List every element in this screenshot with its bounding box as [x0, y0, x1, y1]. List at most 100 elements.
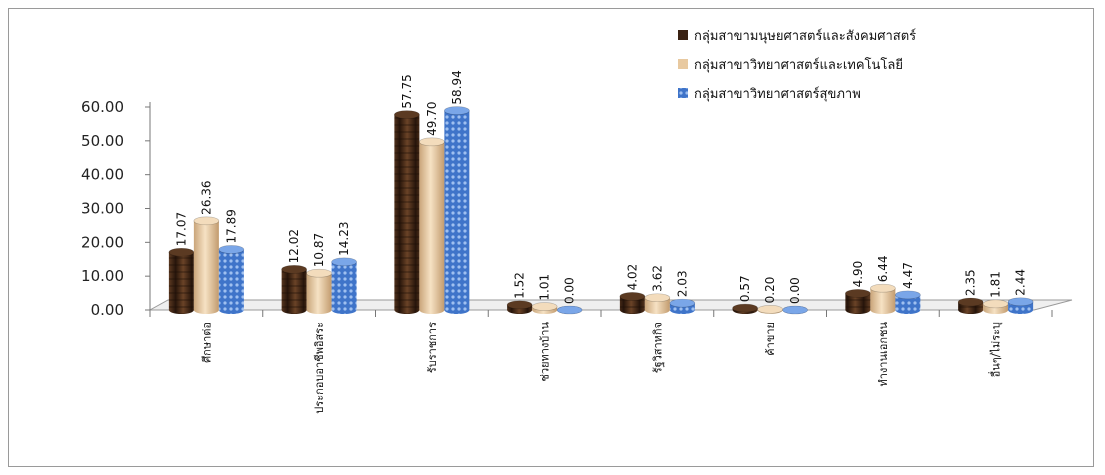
- bar-top: [331, 257, 357, 267]
- data-label: 4.02: [625, 264, 639, 291]
- data-label: 10.87: [312, 233, 326, 267]
- bar-base: [394, 306, 420, 314]
- bar-top: [895, 290, 921, 300]
- bar-top: [619, 292, 646, 301]
- data-label: 57.75: [400, 74, 414, 108]
- data-label: 12.02: [287, 229, 301, 263]
- bar-top: [669, 298, 696, 308]
- bar: [870, 288, 896, 310]
- x-tick-label: รัฐวิสาหกิจ: [651, 322, 664, 373]
- bar-base: [845, 306, 871, 314]
- data-label: 1.81: [989, 271, 1003, 298]
- data-label: 58.94: [450, 70, 464, 104]
- bar-base: [218, 306, 244, 314]
- bar-base: [444, 306, 470, 314]
- legend-label: กลุ่มสาขามนุษยศาสตร์และสังคมศาสตร์: [694, 28, 916, 44]
- bar-base: [895, 306, 921, 314]
- bar-top: [757, 305, 783, 314]
- bar-top: [1007, 297, 1034, 307]
- x-tick-label: ประกอบอาชีพอิสระ: [313, 322, 326, 414]
- bar: [419, 141, 445, 310]
- data-label: 4.90: [851, 261, 865, 288]
- bar-base: [193, 306, 219, 314]
- bar-top: [531, 302, 558, 311]
- data-label: 0.00: [563, 277, 577, 304]
- bar-base: [983, 306, 1009, 314]
- bar-base: [870, 306, 896, 314]
- bar-top: [168, 247, 195, 257]
- bar: [306, 273, 332, 310]
- legend-swatch: [678, 88, 688, 98]
- bar-top: [732, 303, 758, 313]
- data-label: 3.62: [650, 265, 664, 292]
- bar-top: [957, 297, 984, 307]
- y-tick-label: 30.00: [81, 200, 124, 218]
- bar-base: [281, 306, 307, 314]
- bar-base: [669, 306, 695, 314]
- bar-base: [619, 306, 645, 314]
- data-label: 2.03: [675, 270, 689, 297]
- bar: [394, 114, 420, 310]
- x-tick-label: ค้าขาย: [764, 322, 777, 356]
- x-tick-label: ศึกษาต่อ: [200, 322, 213, 363]
- data-label: 2.35: [964, 269, 978, 296]
- legend-swatch: [678, 30, 688, 40]
- bar: [331, 261, 357, 310]
- chart-frame: [8, 8, 1094, 467]
- x-tick-label: รับราชการ: [426, 322, 439, 373]
- bar: [444, 110, 470, 310]
- bar-base: [644, 306, 670, 314]
- y-tick-label: 20.00: [81, 233, 124, 251]
- bar-top: [845, 289, 871, 298]
- data-label: 49.70: [425, 101, 439, 135]
- x-tick-label: ช่วยทางบ้าน: [539, 322, 552, 382]
- bar: [895, 294, 921, 310]
- bar-top: [394, 110, 420, 119]
- data-label: 0.00: [788, 277, 802, 304]
- bar-top: [982, 299, 1009, 309]
- legend-label: กลุ่มสาขาวิทยาศาสตร์และเทคโนโลยี: [694, 57, 903, 73]
- bar-top: [506, 300, 533, 310]
- data-label: 2.44: [1014, 269, 1028, 296]
- bar-top: [870, 283, 896, 293]
- data-label: 4.47: [901, 262, 915, 289]
- bar-base: [306, 306, 332, 314]
- bar-top: [193, 216, 220, 226]
- x-tick-label: อื่นๆ/ไม่ระบุ: [988, 322, 1003, 377]
- data-label: 14.23: [337, 221, 351, 255]
- data-label: 1.01: [538, 274, 552, 301]
- bar-top: [444, 106, 470, 115]
- bar-top: [218, 245, 245, 254]
- bar-base: [168, 306, 194, 314]
- y-tick-label: 50.00: [81, 132, 124, 150]
- data-label: 1.52: [513, 272, 527, 299]
- y-tick-label: 40.00: [81, 166, 124, 184]
- bar: [281, 269, 307, 310]
- bar-top: [281, 265, 307, 274]
- data-label: 0.57: [738, 275, 752, 302]
- y-tick-label: 60.00: [81, 98, 124, 116]
- bar: [168, 252, 194, 310]
- bar-top: [306, 268, 332, 278]
- bar: [845, 293, 871, 310]
- bar-top: [782, 305, 808, 315]
- y-tick-label: 0.00: [91, 301, 124, 319]
- data-label: 17.07: [174, 212, 188, 246]
- bar-base: [419, 306, 445, 314]
- data-label: 6.44: [876, 255, 890, 282]
- bar-top: [419, 137, 445, 147]
- data-label: 17.89: [224, 209, 238, 243]
- bar: [193, 220, 219, 310]
- bar-top: [556, 305, 583, 315]
- data-label: 0.20: [763, 277, 777, 304]
- x-tick-label: ทำงานเอกชน: [877, 322, 890, 387]
- legend-label: กลุ่มสาขาวิทยาศาสตร์สุขภาพ: [694, 86, 861, 102]
- bar: [1008, 301, 1034, 310]
- bar-base: [1008, 306, 1034, 314]
- data-label: 26.36: [199, 180, 213, 214]
- legend-swatch: [678, 59, 688, 69]
- bar: [218, 249, 244, 310]
- bar-base: [331, 306, 357, 314]
- bar-base: [958, 306, 984, 314]
